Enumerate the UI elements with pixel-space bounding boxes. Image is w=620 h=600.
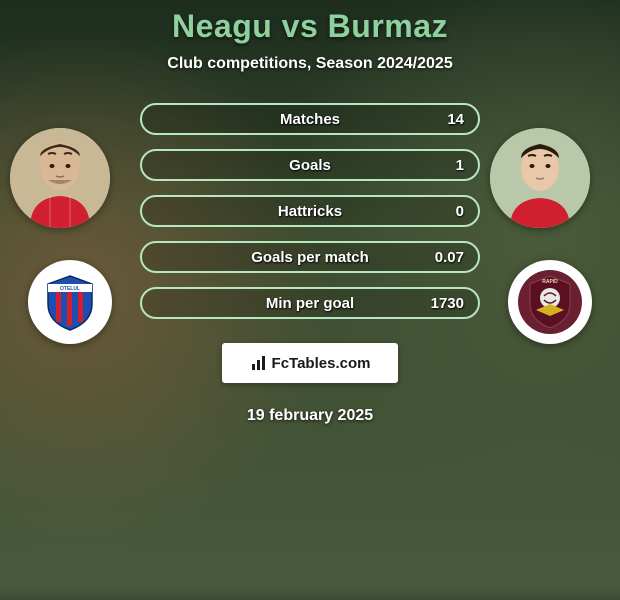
stat-value: 14 <box>447 111 464 128</box>
stat-value: 1 <box>456 157 464 174</box>
player-avatar-right <box>490 128 590 228</box>
stat-row: Hattricks 0 <box>140 195 480 227</box>
branding-text: FcTables.com <box>272 355 371 372</box>
svg-text:RAPID: RAPID <box>542 279 558 285</box>
player-avatar-left <box>10 128 110 228</box>
club-crest-left: OTELUL <box>28 260 112 344</box>
stat-row: Matches 14 <box>140 103 480 135</box>
stat-label: Goals per match <box>251 249 369 266</box>
shield-icon: OTELUL <box>38 270 102 334</box>
person-icon <box>490 128 590 228</box>
chart-icon <box>250 354 268 372</box>
svg-text:OTELUL: OTELUL <box>60 286 80 292</box>
branding-badge: FcTables.com <box>222 343 398 383</box>
stats-list: Matches 14 Goals 1 Hattricks 0 Goals per… <box>140 103 480 319</box>
page-title: Neagu vs Burmaz <box>172 8 448 45</box>
stat-label: Min per goal <box>266 295 354 312</box>
stat-row: Goals per match 0.07 <box>140 241 480 273</box>
club-crest-right: RAPID <box>508 260 592 344</box>
stat-value: 0.07 <box>435 249 464 266</box>
stat-label: Matches <box>280 111 340 128</box>
person-icon <box>10 128 110 228</box>
stat-row: Goals 1 <box>140 149 480 181</box>
stat-label: Goals <box>289 157 331 174</box>
stat-value: 0 <box>456 203 464 220</box>
stat-value: 1730 <box>431 295 464 312</box>
stat-label: Hattricks <box>278 203 342 220</box>
subtitle: Club competitions, Season 2024/2025 <box>167 55 452 73</box>
shield-icon: RAPID <box>514 266 586 338</box>
content-container: Neagu vs Burmaz Club competitions, Seaso… <box>0 0 620 580</box>
stat-row: Min per goal 1730 <box>140 287 480 319</box>
date-text: 19 february 2025 <box>247 407 373 425</box>
